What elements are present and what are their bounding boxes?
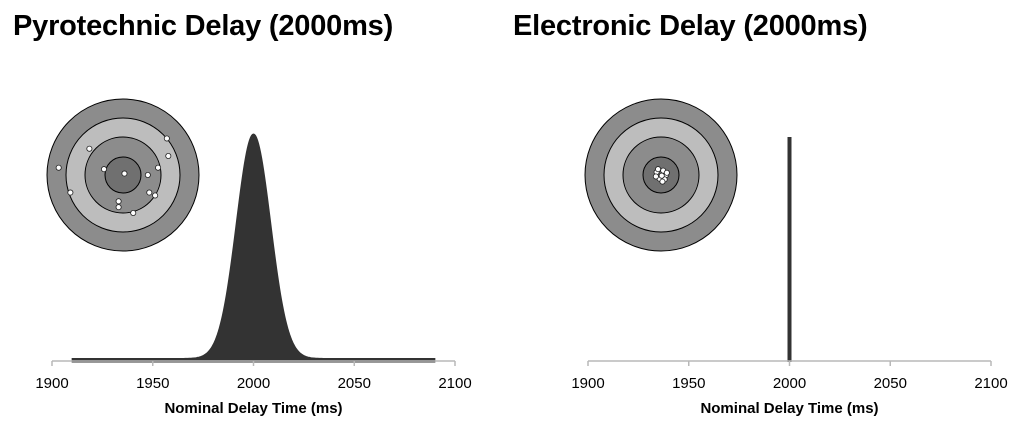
- x-tick-label: 1950: [672, 375, 705, 392]
- chart-title: Pyrotechnic Delay (2000ms): [13, 10, 394, 42]
- x-tick-label: 1900: [35, 375, 68, 392]
- x-tick-label: 1900: [571, 375, 604, 392]
- target-hit: [663, 169, 670, 176]
- target-hit: [55, 164, 62, 171]
- chart-title: Electronic Delay (2000ms): [513, 10, 868, 42]
- x-tick-label: 2000: [773, 375, 806, 392]
- target-inset: [584, 98, 738, 252]
- target-hit: [155, 164, 162, 171]
- target-hit: [67, 189, 74, 196]
- delay-distribution-area: [71, 133, 436, 363]
- target-hit: [115, 198, 122, 205]
- target-hit: [655, 166, 662, 173]
- pyrotechnic-delay-panel: Pyrotechnic Delay (2000ms) 1900 1950 2000 2…: [13, 10, 472, 417]
- target-hit: [165, 152, 172, 159]
- x-axis-label: Nominal Delay Time (ms): [700, 400, 878, 417]
- target-hit: [121, 170, 128, 177]
- target-hit: [101, 166, 108, 173]
- x-tick-label: 2050: [338, 375, 371, 392]
- x-tick-label: 1950: [136, 375, 169, 392]
- electronic-delay-panel: Electronic Delay (2000ms) 1900 1950 2000 20…: [512, 0, 1024, 427]
- target-hit: [86, 145, 93, 152]
- x-tick-label: 2100: [438, 375, 471, 392]
- target-hit: [152, 192, 159, 199]
- electronic-delay-plot: 1900 1950 2000 2050 2100 Nominal Delay Time …: [571, 98, 1008, 417]
- target-inset: [46, 98, 200, 252]
- target-hit: [163, 135, 170, 142]
- x-axis-label: Nominal Delay Time (ms): [164, 400, 342, 417]
- target-hit: [146, 189, 153, 196]
- target-hit: [659, 178, 666, 185]
- target-hit: [115, 204, 122, 211]
- target-hit: [144, 171, 151, 178]
- target-hit: [658, 172, 665, 179]
- pyrotechnic-delay-plot: 1900 1950 2000 2050 2100 Nominal Delay Time …: [35, 98, 472, 417]
- target-hit: [652, 173, 659, 180]
- x-tick-label: 2100: [974, 375, 1007, 392]
- x-tick-label: 2050: [874, 375, 907, 392]
- x-tick-label: 2000: [237, 375, 270, 392]
- target-hit: [130, 209, 137, 216]
